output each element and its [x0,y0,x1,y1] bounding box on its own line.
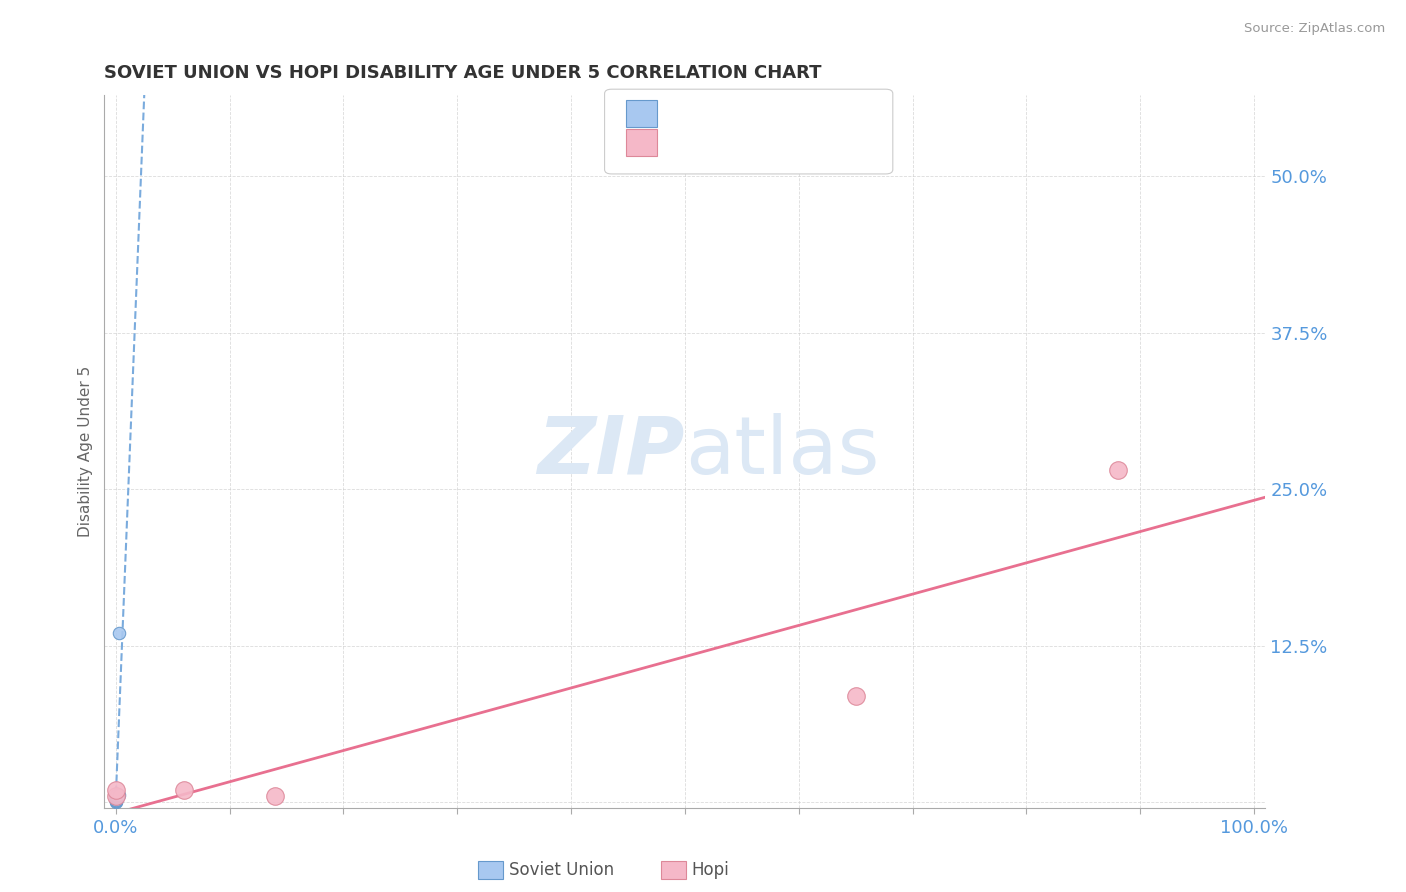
Text: 0.913: 0.913 [699,114,747,132]
Text: SOVIET UNION VS HOPI DISABILITY AGE UNDER 5 CORRELATION CHART: SOVIET UNION VS HOPI DISABILITY AGE UNDE… [104,64,823,82]
Text: Source: ZipAtlas.com: Source: ZipAtlas.com [1244,22,1385,36]
Point [104,788,127,802]
Point [104,789,127,803]
Point [104,791,127,805]
Y-axis label: Disability Age Under 5: Disability Age Under 5 [79,366,93,537]
Point [104,789,127,803]
Point [173,782,195,797]
Text: Hopi: Hopi [692,861,730,879]
Point [104,790,127,805]
Point [264,789,287,803]
Text: 8: 8 [787,144,797,161]
Text: R =: R = [668,144,704,161]
Text: N =: N = [749,144,801,161]
Text: ZIP: ZIP [537,413,685,491]
Text: R =: R = [668,114,704,132]
Point [104,790,127,805]
Text: N =: N = [749,114,797,132]
Point [1107,463,1129,477]
Text: 0.760: 0.760 [699,144,747,161]
Text: Soviet Union: Soviet Union [509,861,614,879]
Point [104,794,127,808]
Point [104,793,127,807]
Point [104,791,127,805]
Point [104,791,127,805]
Text: atlas: atlas [685,413,879,491]
Point [104,793,127,807]
Point [104,795,127,809]
Point [104,789,127,803]
Point [104,791,127,805]
Point [104,789,127,803]
Point [845,689,868,703]
Point [108,626,131,640]
Point [104,794,127,808]
Point [104,782,127,797]
Text: 17: 17 [783,114,804,132]
Point [108,788,131,802]
